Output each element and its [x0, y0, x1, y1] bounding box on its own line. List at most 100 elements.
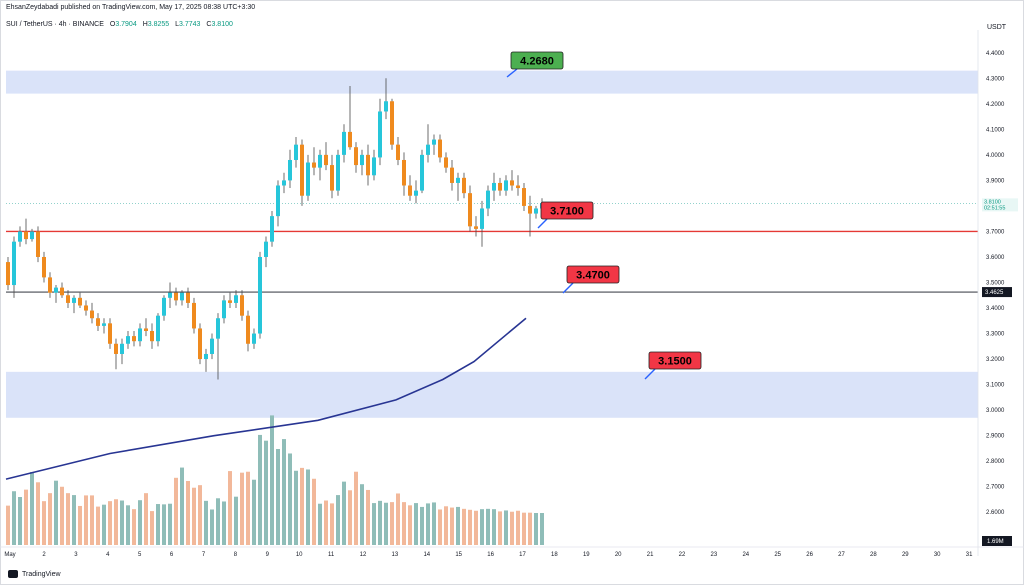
- volume-bar: [24, 489, 28, 545]
- y-tick-label: 3.5000: [986, 281, 1005, 287]
- candle-body: [222, 300, 226, 319]
- volume-bar: [504, 510, 508, 545]
- candle-body: [522, 188, 526, 206]
- candle-body: [462, 177, 466, 194]
- candle-body: [336, 154, 340, 191]
- candle-body: [78, 297, 82, 306]
- volume-bar: [366, 489, 370, 545]
- candle-body: [54, 287, 58, 293]
- y-tick-label: 4.1000: [986, 127, 1005, 133]
- candle-body: [96, 318, 100, 326]
- volume-bar: [330, 503, 334, 545]
- volume-bar: [150, 511, 154, 545]
- callout-label: 4.2680: [520, 56, 554, 68]
- callout-box: [648, 351, 702, 370]
- volume-bar: [396, 493, 400, 545]
- candle-body: [534, 208, 538, 214]
- candle-body: [312, 162, 316, 168]
- y-tick-label: 4.4000: [986, 51, 1005, 57]
- callout-label: 3.1500: [658, 356, 692, 368]
- y-tick-label: 2.8000: [986, 459, 1005, 465]
- candle-body: [168, 292, 172, 298]
- candle-body: [198, 328, 202, 360]
- volume-bar: [216, 498, 220, 545]
- candle-body: [516, 185, 520, 189]
- volume-bar: [468, 509, 472, 545]
- x-tick-label: 27: [838, 552, 845, 558]
- x-tick-label: 12: [360, 552, 367, 558]
- candle-body: [252, 333, 256, 344]
- symbol-info: SUI / TetherUS · 4h · BINANCE O3.7904 H3…: [6, 21, 233, 28]
- volume-bar: [432, 502, 436, 545]
- volume-bar: [510, 511, 514, 545]
- candle-body: [528, 205, 532, 214]
- volume-bar: [486, 508, 490, 545]
- candle-body: [60, 287, 64, 296]
- volume-bar: [528, 512, 532, 545]
- price-callout: 4.2680: [506, 51, 564, 78]
- volume-bar: [294, 470, 298, 545]
- volume-bar: [318, 503, 322, 545]
- volume-bar: [60, 486, 64, 545]
- candle-body: [276, 185, 280, 217]
- candle-body: [12, 241, 16, 286]
- candle-body: [426, 144, 430, 155]
- candle-body: [132, 336, 136, 342]
- candle-body: [366, 154, 370, 176]
- x-tick-label: 5: [138, 552, 142, 558]
- candle-body: [510, 180, 514, 186]
- x-tick-label: 8: [234, 552, 238, 558]
- volume-bar: [6, 505, 10, 545]
- x-tick-label: 13: [392, 552, 399, 558]
- volume-bar: [120, 500, 124, 545]
- currency-label: USDT: [987, 24, 1007, 31]
- volume-bar: [270, 415, 274, 545]
- x-tick-label: 6: [170, 552, 174, 558]
- volume-bar: [78, 505, 82, 545]
- volume-bar: [420, 506, 424, 545]
- volume-bar: [36, 482, 40, 545]
- candle-body: [306, 162, 310, 196]
- volume-bar: [264, 440, 268, 545]
- x-tick-label: 28: [870, 552, 877, 558]
- x-tick-label: 26: [806, 552, 813, 558]
- volume-bar: [462, 508, 466, 545]
- candle-body: [438, 139, 442, 158]
- candle-body: [420, 154, 424, 191]
- volume-bar: [156, 504, 160, 545]
- volume-bar: [438, 509, 442, 545]
- candle-body: [246, 315, 250, 344]
- candle-body: [264, 241, 268, 257]
- volume-bar: [204, 500, 208, 545]
- volume-bar: [480, 509, 484, 545]
- candle-body: [30, 231, 34, 240]
- candle-body: [402, 159, 406, 186]
- candle-body: [18, 231, 22, 242]
- y-tick-label: 3.1000: [986, 383, 1005, 389]
- candle-body: [126, 336, 130, 344]
- candle-body: [90, 310, 94, 319]
- volume-bar: [492, 509, 496, 545]
- published-header: EhsanZeydabadi published on TradingView.…: [6, 4, 256, 11]
- x-tick-label: 29: [902, 552, 909, 558]
- black-line-price-value: 3.4625: [985, 290, 1004, 296]
- x-tick-label: 11: [328, 552, 335, 558]
- volume-bar: [240, 472, 244, 545]
- candle-body: [258, 256, 262, 334]
- candle-body: [324, 154, 328, 166]
- x-tick-label: 18: [551, 552, 558, 558]
- candle-body: [48, 277, 52, 293]
- candle-body: [384, 101, 388, 112]
- candle-body: [162, 297, 166, 316]
- candle-body: [486, 190, 490, 209]
- candle-body: [42, 256, 46, 278]
- candle-body: [498, 182, 502, 191]
- symbol-name[interactable]: SUI / TetherUS · 4h · BINANCE: [6, 21, 104, 28]
- candle-body: [72, 297, 76, 303]
- candle-body: [150, 331, 154, 342]
- low-value: 3.7743: [179, 21, 201, 28]
- y-tick-label: 4.2000: [986, 102, 1005, 108]
- tradingview-logo-icon: [8, 570, 18, 578]
- candle-body: [456, 177, 460, 183]
